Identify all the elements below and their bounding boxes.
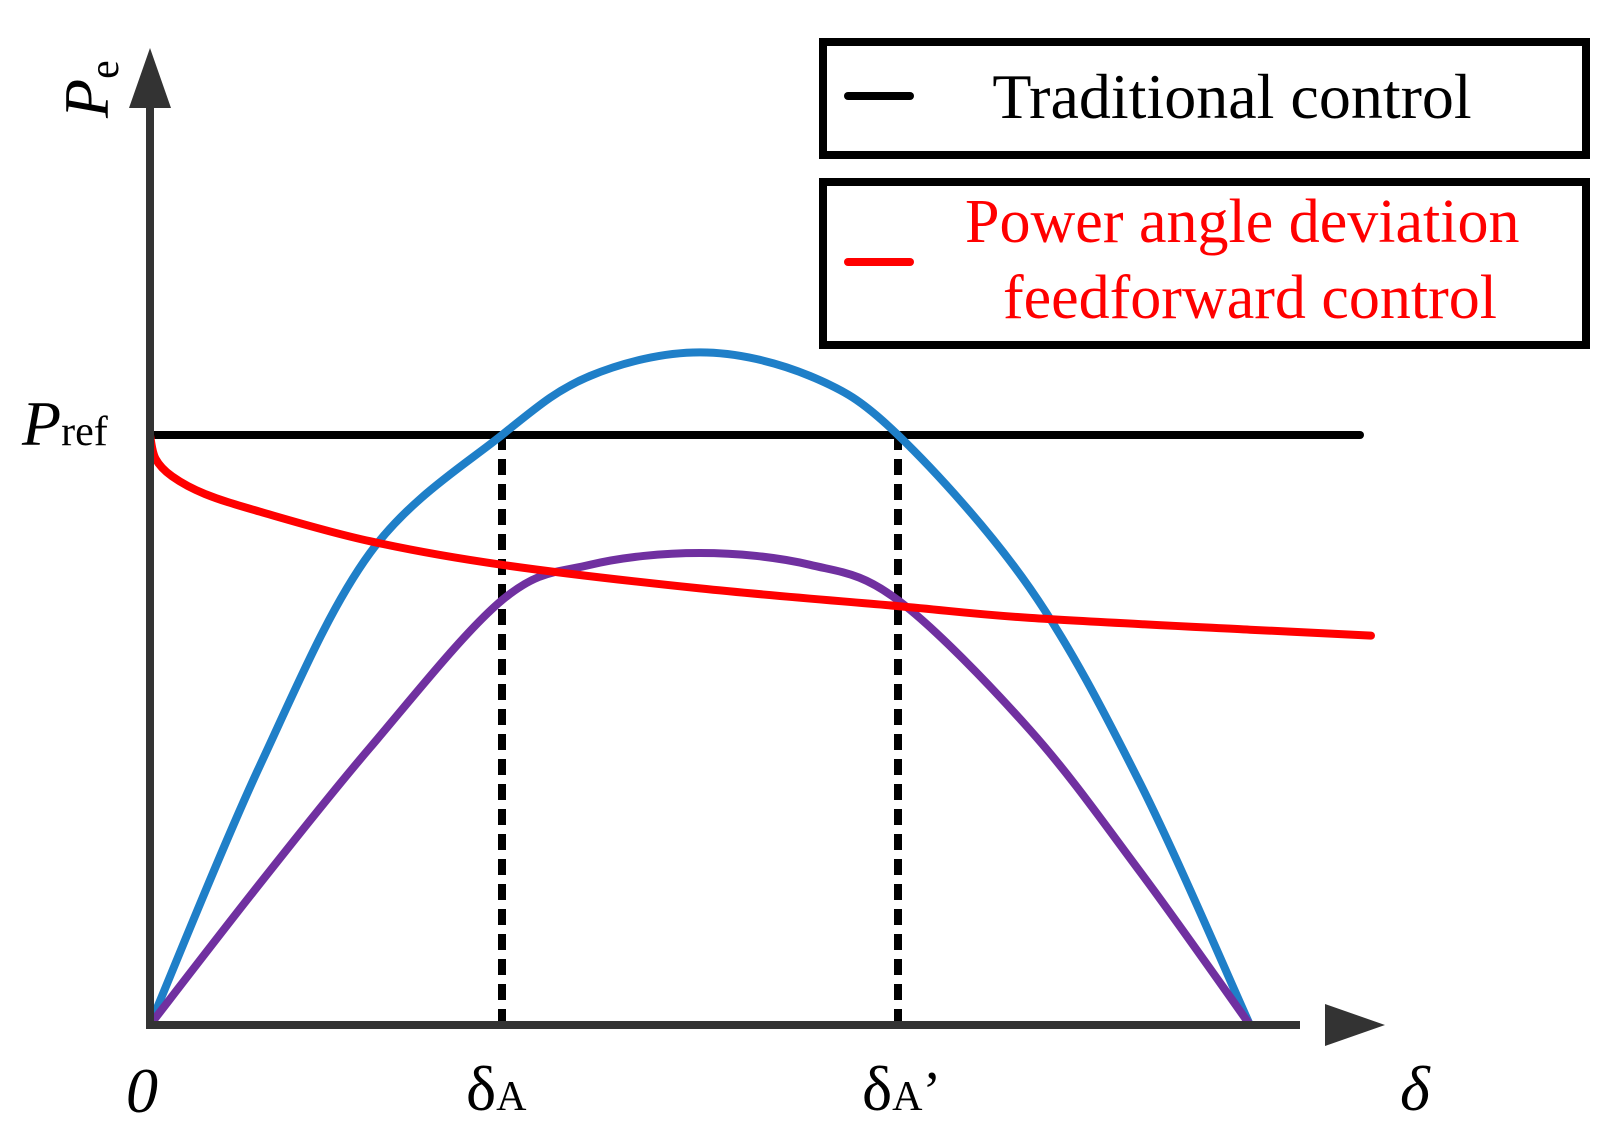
legend-label-feedforward-line-2: feedforward control [1003,264,1497,332]
x-axis-arrow [1325,1004,1385,1046]
y-axis-label-main: P [51,79,122,119]
series-line-1 [146,431,1375,640]
series-line-3 [146,549,1254,1029]
x-mark-1-main: δ [862,1053,892,1124]
y-axis-arrow [129,48,171,108]
series-line-2 [146,348,1254,1029]
y-mark-pref-main: P [21,388,61,459]
x-marks: δA δA’ [466,1053,941,1124]
y-mark-pref: Pref [21,388,108,459]
legend-label-traditional-line: Traditional control [992,61,1471,132]
x-mark-1-sub: A [892,1074,923,1120]
legend-label-feedforward-line-1: Power angle deviation [965,188,1519,256]
legend-label-traditional: Traditional control [992,61,1471,132]
y-axis-label: Pe [51,60,128,119]
y-axis-label-sub: e [82,60,128,79]
x-mark-1: δA’ [862,1053,941,1124]
x-axis-label: δ [1400,1053,1431,1124]
x-mark-0: δA [466,1053,527,1124]
series-lines [146,348,1375,1029]
legend: Traditional control Power angle deviatio… [819,38,1590,349]
x-mark-0-sub: A [496,1074,527,1120]
legend-label-feedforward: Power angle deviation feedforward contro… [965,188,1535,332]
y-mark-pref-sub: ref [61,409,108,455]
origin-label: 0 [126,1055,158,1126]
x-mark-1-suffix: ’ [923,1061,942,1123]
legend-box-traditional [819,38,1590,159]
legend-entry-feedforward: Power angle deviation feedforward contro… [819,178,1590,349]
x-mark-0-main: δ [466,1053,496,1124]
legend-box-feedforward [819,178,1590,349]
axes [129,48,1385,1046]
legend-entry-traditional: Traditional control [819,38,1590,159]
